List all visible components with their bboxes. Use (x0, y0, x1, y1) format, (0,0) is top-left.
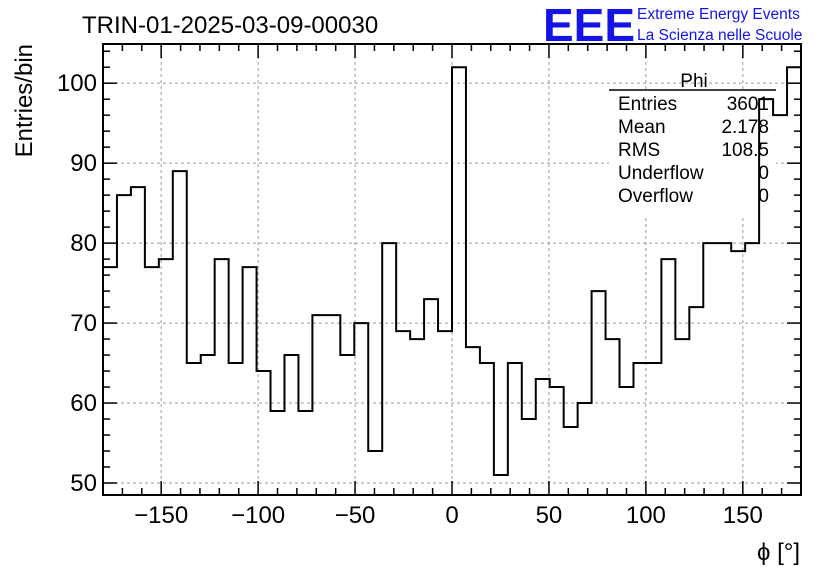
stats-label-overflow: Overflow (618, 186, 693, 207)
stats-title: Phi (680, 71, 707, 92)
x-tick-label: 100 (626, 502, 666, 529)
brand-line-1: Extreme Energy Events (637, 6, 800, 23)
x-tick-label: −100 (231, 502, 285, 529)
y-tick-label: 50 (70, 470, 97, 497)
y-axis-label: Entries/bin (11, 44, 38, 157)
y-tick-label: 60 (70, 390, 97, 417)
stats-label-rms: RMS (618, 140, 660, 161)
y-tick-label: 70 (70, 310, 97, 337)
stats-label-entries: Entries (618, 94, 677, 115)
y-tick-label: 90 (70, 150, 97, 177)
y-tick-label: 80 (70, 230, 97, 257)
x-tick-label: −150 (134, 502, 188, 529)
brand-line-2: La Scienza nelle Scuole (637, 27, 802, 44)
x-tick-label: 0 (445, 502, 458, 529)
stats-value-rms: 108.5 (721, 140, 769, 161)
stats-value-underflow: 0 (758, 163, 769, 184)
x-axis-label: ϕ [°] (757, 539, 800, 566)
stats-value-overflow: 0 (758, 186, 769, 207)
y-tick-labels: 50 60 70 80 90 100 (57, 70, 97, 497)
y-tick-label: 100 (57, 70, 97, 97)
stats-label-mean: Mean (618, 117, 666, 138)
histogram-outline (103, 66, 801, 477)
chart-title: TRIN-01-2025-03-09-00030 (82, 12, 378, 39)
x-tick-labels: −150 −100 −50 0 50 100 150 (134, 502, 763, 529)
stats-value-mean: 2.178 (721, 117, 769, 138)
stats-label-underflow: Underflow (618, 163, 704, 184)
eee-logo-text: EEE (543, 0, 635, 51)
eee-logo: EEE Extreme Energy Events La Scienza nel… (543, 0, 802, 51)
axis-ticks (102, 44, 802, 495)
stats-value-entries: 3601 (727, 94, 769, 115)
x-tick-label: 50 (536, 502, 563, 529)
stats-box: Phi Entries 3601 Mean 2.178 RMS 108.5 Un… (609, 71, 776, 217)
x-tick-label: 150 (723, 502, 763, 529)
x-tick-label: −50 (335, 502, 376, 529)
